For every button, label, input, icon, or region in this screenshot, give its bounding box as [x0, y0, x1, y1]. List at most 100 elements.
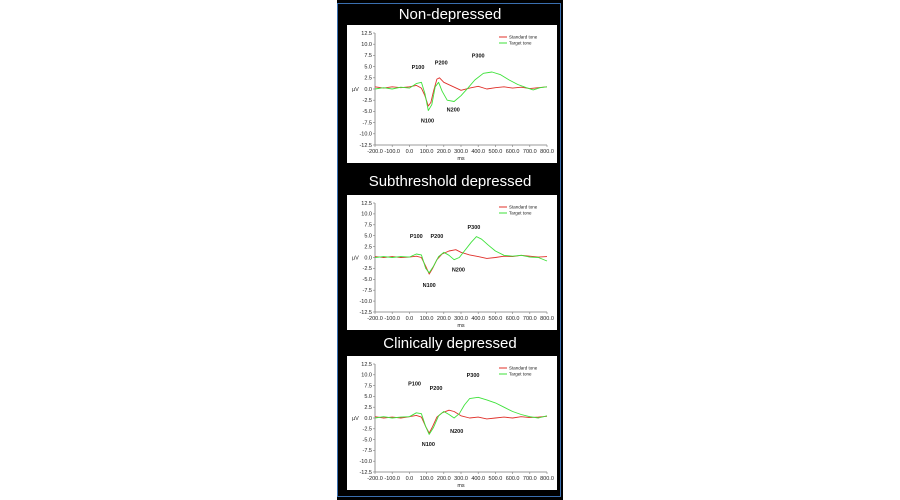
y-tick-label: -12.5 [359, 143, 372, 149]
y-tick-label: -5.0 [363, 277, 372, 283]
y-tick-label: -10.0 [359, 299, 372, 305]
peak-label-n200: N200 [450, 429, 463, 435]
peak-label-p100: P100 [408, 382, 421, 388]
y-tick-label: 10.0 [361, 42, 372, 48]
peak-label-n100: N100 [423, 283, 436, 289]
legend-label: Standard tone [509, 205, 538, 210]
x-tick-label: 0.0 [406, 476, 414, 482]
x-tick-label: -100.0 [384, 149, 400, 155]
x-tick-label: 300.0 [454, 316, 468, 322]
peak-label-n200: N200 [447, 107, 460, 113]
x-tick-label: 600.0 [506, 476, 520, 482]
y-tick-label: -10.0 [359, 132, 372, 138]
legend-label: Standard tone [509, 35, 538, 40]
x-tick-label: 0.0 [406, 316, 414, 322]
legend-label: Target tone [509, 41, 532, 46]
x-axis-label: ms [457, 156, 465, 162]
y-tick-label: -5.0 [363, 437, 372, 443]
peak-label-p200: P200 [435, 60, 448, 66]
x-tick-label: -100.0 [384, 476, 400, 482]
y-tick-label: 0.0 [364, 416, 372, 422]
peak-label-p200: P200 [430, 386, 443, 392]
x-tick-label: 500.0 [489, 149, 503, 155]
y-tick-label: 5.0 [364, 64, 372, 70]
x-tick-label: 100.0 [420, 316, 434, 322]
y-tick-label: -10.0 [359, 459, 372, 465]
y-axis-label: µV [352, 256, 359, 262]
peak-label-n100: N100 [422, 442, 435, 448]
y-tick-label: -5.0 [363, 109, 372, 115]
y-tick-label: 0.0 [364, 87, 372, 93]
x-tick-label: 800.0 [540, 316, 554, 322]
peak-label-n100: N100 [421, 119, 434, 125]
x-tick-label: -200.0 [367, 316, 383, 322]
legend-label: Target tone [509, 372, 532, 377]
x-tick-label: 800.0 [540, 476, 554, 482]
y-tick-label: 5.0 [364, 394, 372, 400]
y-tick-label: -12.5 [359, 310, 372, 316]
x-tick-label: 200.0 [437, 476, 451, 482]
peak-label-p300: P300 [472, 54, 485, 60]
x-tick-label: 800.0 [540, 149, 554, 155]
chart-title-non-depressed: Non-depressed [398, 6, 502, 23]
y-tick-label: -7.5 [363, 120, 372, 126]
legend-label: Target tone [509, 211, 532, 216]
y-tick-label: -2.5 [363, 98, 372, 104]
y-axis-label: µV [352, 87, 359, 93]
x-tick-label: 400.0 [471, 316, 485, 322]
x-tick-label: 400.0 [471, 476, 485, 482]
x-tick-label: -200.0 [367, 149, 383, 155]
x-tick-label: 600.0 [506, 149, 520, 155]
x-tick-label: 500.0 [489, 316, 503, 322]
x-tick-label: 600.0 [506, 316, 520, 322]
peak-label-p300: P300 [467, 373, 480, 379]
chart-title-clinically-depressed: Clinically depressed [383, 335, 517, 352]
y-tick-label: 2.5 [364, 76, 372, 82]
x-tick-label: 400.0 [471, 149, 485, 155]
y-tick-label: -12.5 [359, 470, 372, 476]
y-tick-label: 12.5 [361, 31, 372, 37]
series-line-target-tone [374, 71, 548, 111]
y-tick-label: -7.5 [363, 288, 372, 294]
x-tick-label: 700.0 [523, 149, 537, 155]
erp-chart-subthreshold-depressed: 12.5 10.0 7.5 5.0 2.5 0.0 -2.5 -5.0 -7.5 -10.0 -12… [347, 195, 557, 330]
y-tick-label: 10.0 [361, 373, 372, 379]
x-tick-label: -200.0 [367, 476, 383, 482]
x-tick-label: 200.0 [437, 316, 451, 322]
y-tick-label: -7.5 [363, 448, 372, 454]
peak-label-p100: P100 [410, 234, 423, 240]
y-tick-label: 2.5 [364, 405, 372, 411]
y-tick-label: 0.0 [364, 255, 372, 261]
series-line-standard-tone [374, 77, 548, 107]
y-axis-label: µV [352, 416, 359, 422]
x-tick-label: 300.0 [454, 149, 468, 155]
x-tick-label: 100.0 [420, 476, 434, 482]
x-tick-label: 0.0 [406, 149, 414, 155]
peak-label-p200: P200 [430, 234, 443, 240]
y-tick-label: 12.5 [361, 362, 372, 368]
chart-title-subthreshold-depressed: Subthreshold depressed [368, 173, 532, 190]
x-axis-label: ms [457, 323, 465, 329]
legend-label: Standard tone [509, 366, 538, 371]
y-tick-label: 7.5 [364, 53, 372, 59]
y-tick-label: 7.5 [364, 383, 372, 389]
x-tick-label: 300.0 [454, 476, 468, 482]
erp-chart-non-depressed: 12.5 10.0 7.5 5.0 2.5 0.0 -2.5 -5.0 -7.5 -10.0 -12… [347, 25, 557, 163]
peak-label-p300: P300 [467, 225, 480, 231]
x-tick-label: 200.0 [437, 149, 451, 155]
y-tick-label: 10.0 [361, 212, 372, 218]
y-tick-label: 5.0 [364, 234, 372, 240]
y-tick-label: -2.5 [363, 427, 372, 433]
y-tick-label: 2.5 [364, 244, 372, 250]
erp-chart-clinically-depressed: 12.5 10.0 7.5 5.0 2.5 0.0 -2.5 -5.0 -7.5 -10.0 -12… [347, 356, 557, 490]
peak-label-p100: P100 [412, 65, 425, 71]
x-tick-label: 700.0 [523, 476, 537, 482]
x-axis-label: ms [457, 483, 465, 489]
x-tick-label: -100.0 [384, 316, 400, 322]
y-tick-label: 7.5 [364, 223, 372, 229]
x-tick-label: 700.0 [523, 316, 537, 322]
y-tick-label: -2.5 [363, 266, 372, 272]
x-tick-label: 100.0 [420, 149, 434, 155]
series-line-target-tone [374, 236, 548, 274]
series-line-target-tone [374, 396, 548, 435]
